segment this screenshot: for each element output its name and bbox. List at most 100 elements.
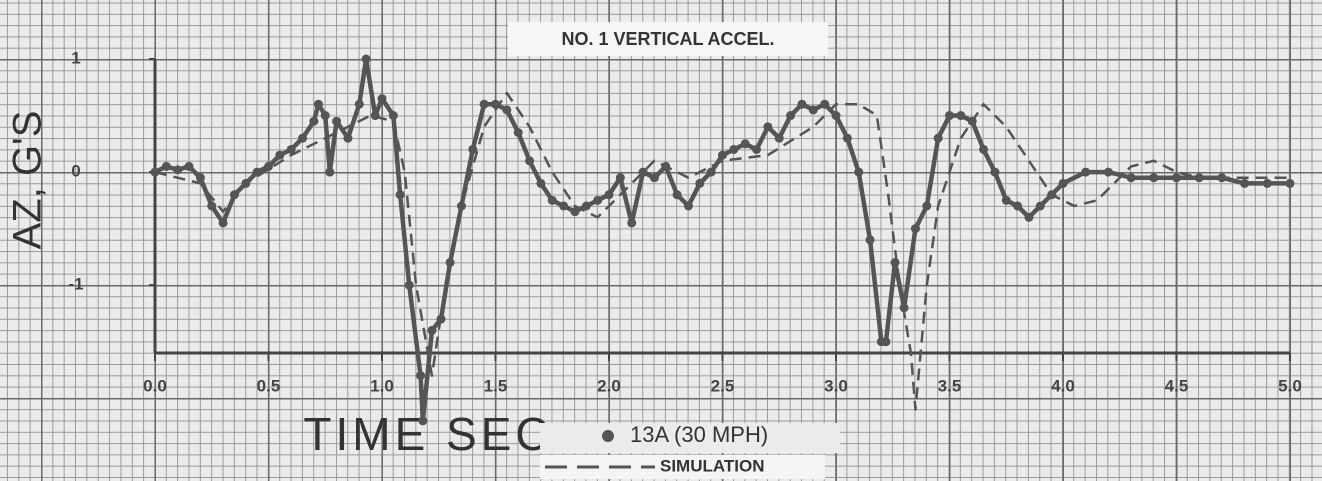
x-tick-label: 1.0 xyxy=(370,376,394,395)
x-tick-label: 5.0 xyxy=(1278,376,1302,395)
data-point xyxy=(502,105,512,115)
x-tick-label: 2.0 xyxy=(597,376,621,395)
data-point xyxy=(309,116,319,126)
data-point xyxy=(854,167,864,177)
title-box xyxy=(508,22,828,56)
data-point xyxy=(774,133,784,143)
legend-bg xyxy=(540,423,840,453)
data-point xyxy=(173,165,183,175)
data-point xyxy=(752,144,762,154)
data-point xyxy=(195,173,205,183)
chart-title: NO. 1 VERTICAL ACCEL. xyxy=(561,29,774,49)
data-point xyxy=(740,139,750,149)
legend-swatch xyxy=(602,430,614,442)
data-point xyxy=(427,325,437,335)
data-point xyxy=(1001,195,1011,205)
series-line xyxy=(154,91,1290,411)
x-tick-label: 2.5 xyxy=(711,376,735,395)
data-point xyxy=(729,144,739,154)
data-point xyxy=(1024,212,1034,222)
data-point xyxy=(1240,178,1250,188)
data-point xyxy=(377,94,387,104)
x-tick-label: 0.5 xyxy=(257,376,281,395)
data-point xyxy=(229,190,239,200)
data-point xyxy=(649,173,659,183)
data-point xyxy=(264,161,273,171)
x-axis-label: TIME SEC xyxy=(303,408,552,460)
legend-label: SIMULATION xyxy=(660,456,765,475)
data-point xyxy=(395,190,405,200)
data-point xyxy=(683,201,693,211)
data-point xyxy=(184,161,194,171)
data-point xyxy=(218,218,228,228)
data-point xyxy=(513,128,523,137)
data-point xyxy=(343,133,353,143)
data-point xyxy=(820,99,830,109)
data-point xyxy=(706,167,716,177)
data-point xyxy=(325,167,335,177)
y-axis-label: AZ, G'S xyxy=(6,111,50,250)
legend-label: 13A (30 MPH) xyxy=(630,422,768,447)
data-point xyxy=(388,111,398,121)
data-point xyxy=(808,105,818,115)
data-point xyxy=(207,201,217,211)
data-point xyxy=(416,371,426,381)
data-point xyxy=(672,190,682,200)
data-point xyxy=(627,218,637,228)
data-point xyxy=(320,111,330,121)
data-point xyxy=(286,144,296,154)
data-point xyxy=(1035,201,1045,211)
data-point xyxy=(842,133,852,143)
data-point xyxy=(468,144,478,154)
x-tick-label: 3.5 xyxy=(938,376,962,395)
data-point xyxy=(890,258,900,268)
data-point xyxy=(1013,201,1023,211)
data-point xyxy=(354,99,364,109)
data-point xyxy=(404,280,414,290)
data-point xyxy=(922,201,932,211)
data-point xyxy=(1149,173,1159,183)
data-point xyxy=(695,178,705,188)
data-point xyxy=(536,178,546,188)
data-point xyxy=(547,195,557,205)
data-point xyxy=(945,111,954,121)
data-point xyxy=(361,54,371,64)
data-point xyxy=(1058,178,1068,188)
data-point xyxy=(979,144,989,154)
data-point xyxy=(298,133,308,143)
data-point xyxy=(1081,167,1091,177)
data-point xyxy=(332,116,342,126)
x-tick-label: 1.5 xyxy=(484,376,508,395)
data-point xyxy=(763,122,773,132)
data-point xyxy=(593,195,603,205)
data-point xyxy=(1172,173,1181,183)
data-point xyxy=(786,111,796,121)
y-tick-label: -1 xyxy=(68,275,83,294)
data-point xyxy=(570,207,580,217)
x-tick-label: 4.0 xyxy=(1051,376,1075,395)
data-point xyxy=(990,167,1000,177)
data-point xyxy=(910,224,920,234)
data-point xyxy=(865,235,875,245)
data-point xyxy=(313,99,323,109)
data-point xyxy=(1262,178,1272,188)
y-tick-label: 1 xyxy=(71,48,80,67)
data-point xyxy=(275,150,285,160)
y-tick-label: 0 xyxy=(71,162,80,181)
data-point xyxy=(831,111,841,121)
data-point xyxy=(615,173,625,183)
data-point xyxy=(479,99,489,109)
data-point xyxy=(1126,173,1136,183)
data-point xyxy=(933,133,943,143)
data-point xyxy=(581,201,591,211)
data-point xyxy=(881,337,891,347)
data-point xyxy=(525,156,535,166)
x-tick-label: 0.0 xyxy=(143,376,167,395)
data-point xyxy=(1285,178,1295,188)
data-point xyxy=(956,111,966,121)
x-tick-label: 4.5 xyxy=(1165,376,1189,395)
data-point xyxy=(718,150,727,160)
data-point xyxy=(604,190,614,200)
data-point xyxy=(1103,167,1113,177)
